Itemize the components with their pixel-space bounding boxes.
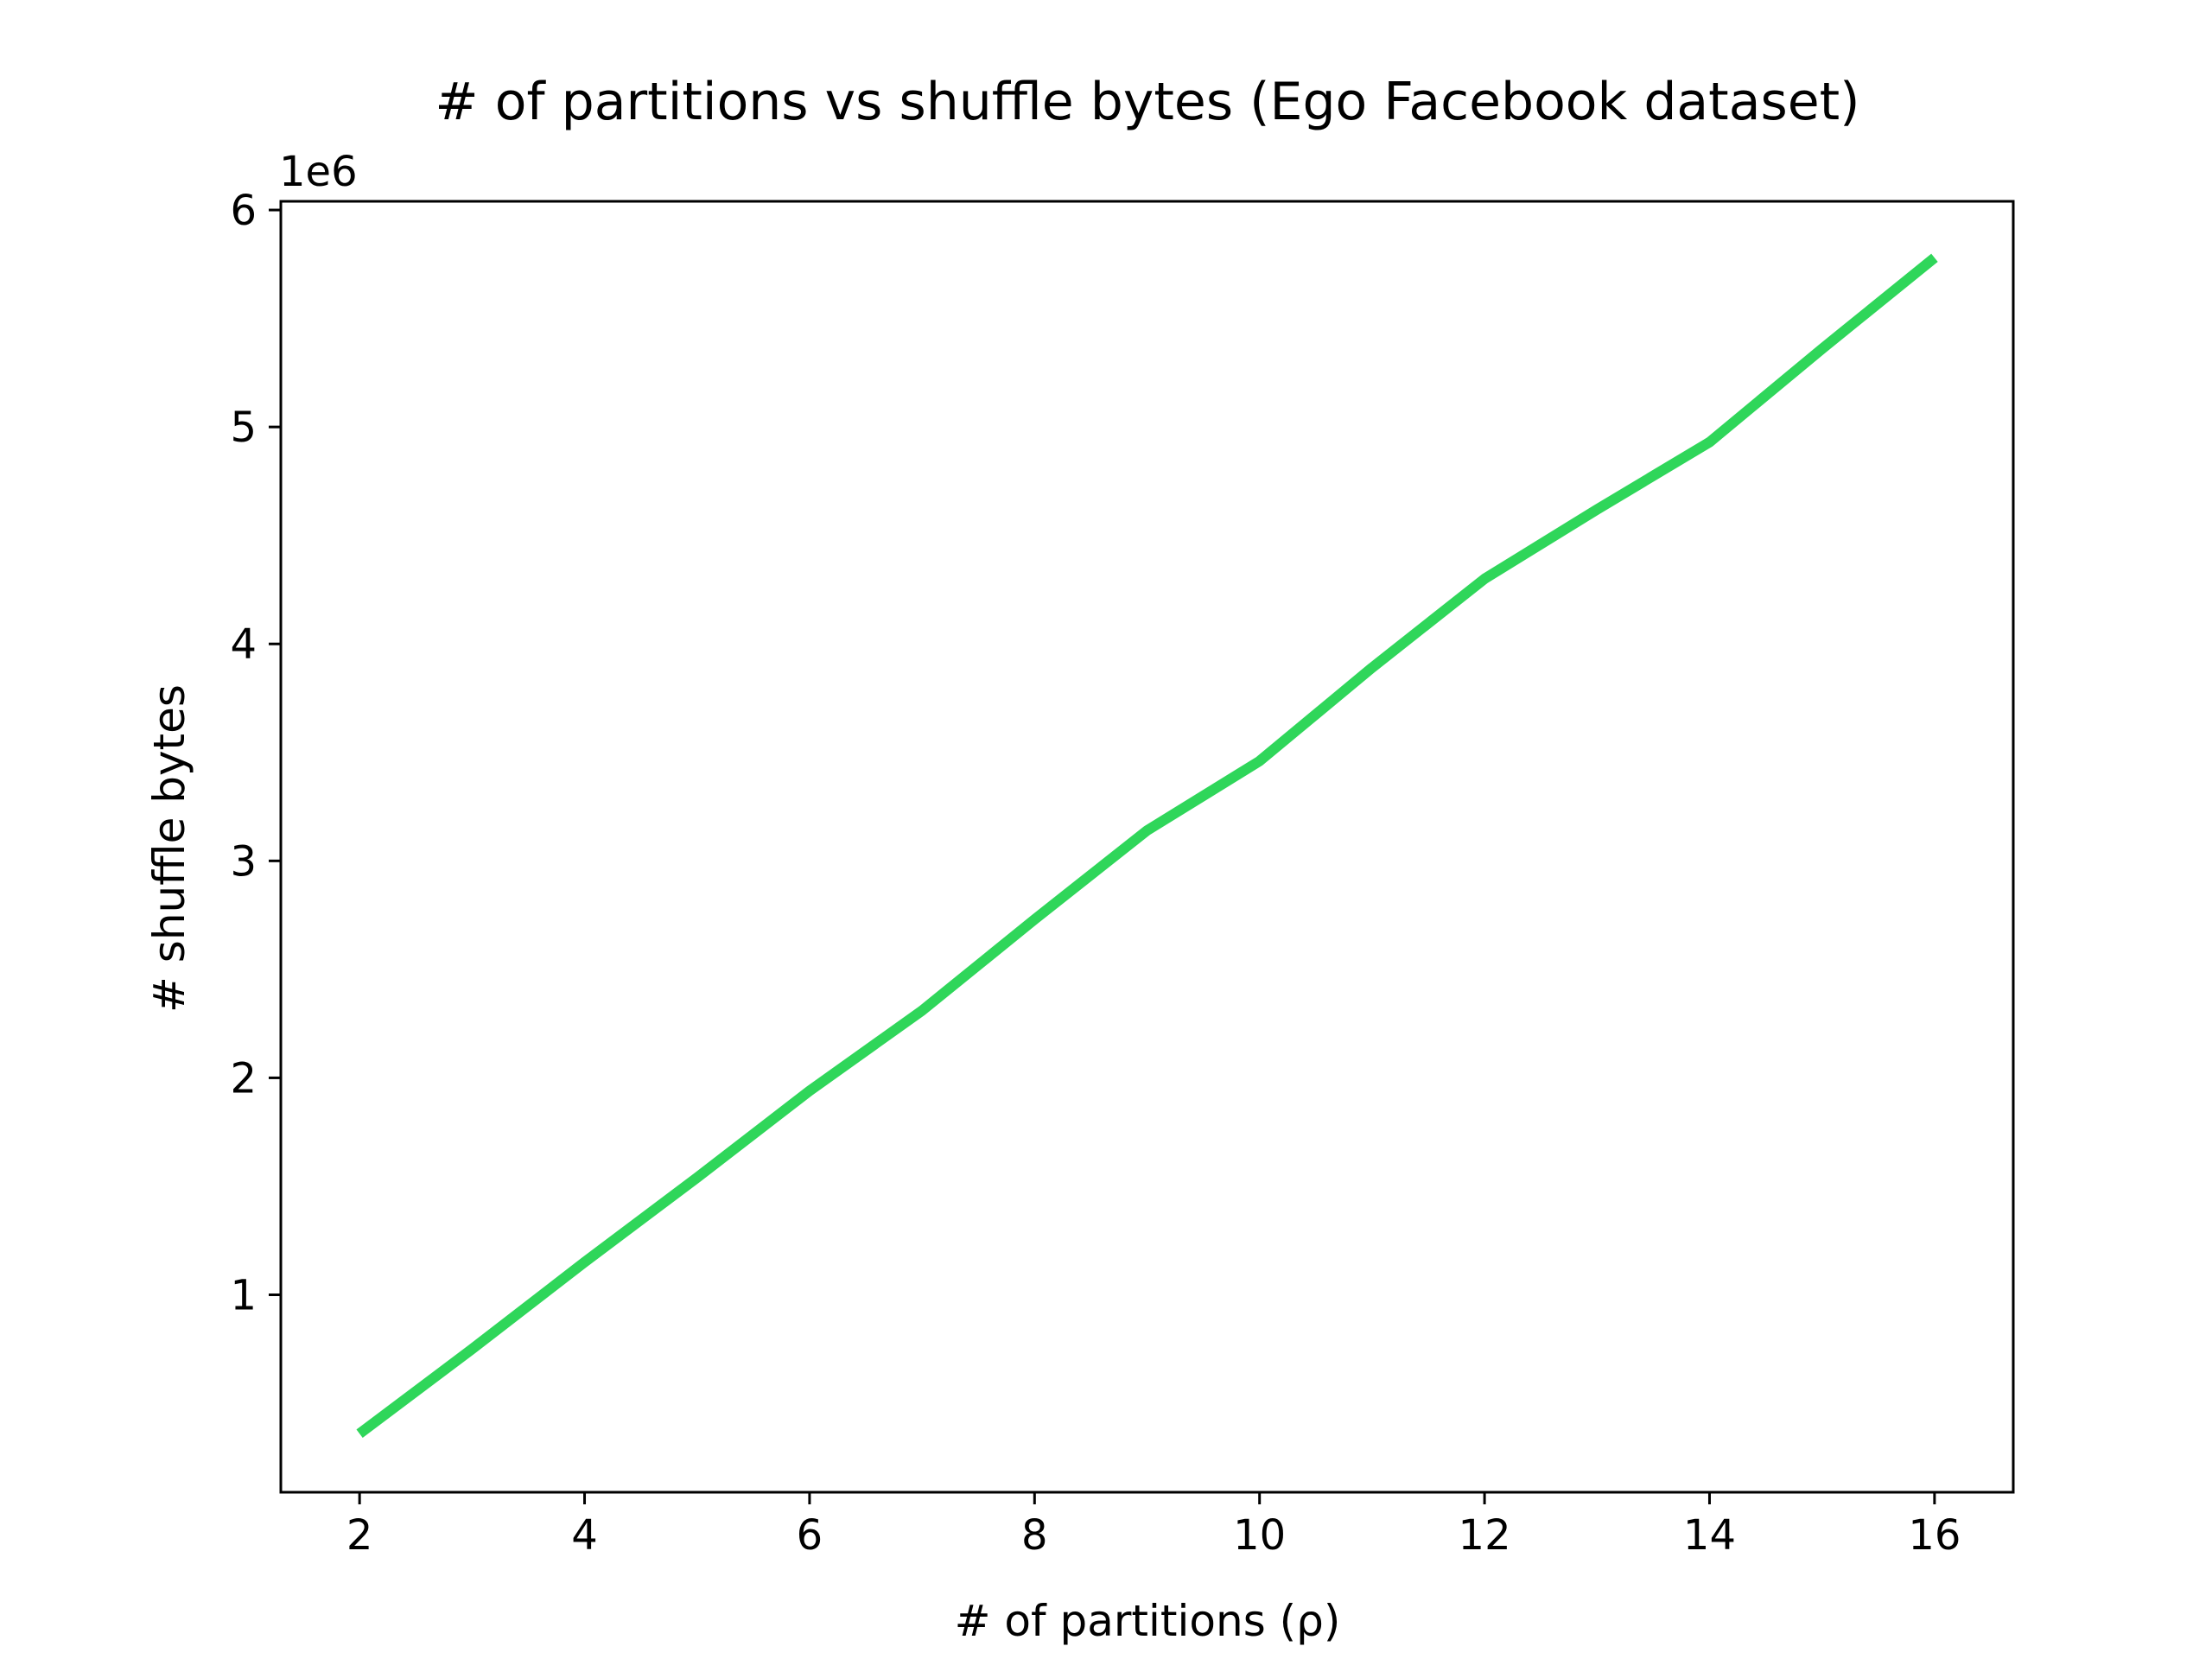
x-tick-label: 14 [1683,1511,1736,1560]
x-axis-label: # of partitions (ρ) [955,1596,1341,1646]
x-axis: 2 4 6 8 10 12 14 16 [346,1492,1961,1560]
data-point [1484,578,1485,579]
y-tick-label: 3 [230,837,257,886]
y-tick-label: 5 [230,404,257,452]
y-tick-label: 2 [230,1054,257,1103]
y-tick-label: 1 [230,1272,257,1320]
plot-area [356,253,1938,1438]
data-point [1034,919,1035,920]
x-tick-label: 16 [1908,1511,1961,1560]
data-point [359,1433,360,1434]
data-point [809,1090,810,1091]
x-tick-label: 6 [797,1511,823,1560]
data-point [1259,760,1260,761]
y-tick-label: 6 [230,187,257,235]
data-point [696,1177,697,1178]
data-point [1934,257,1935,258]
x-tick-label: 10 [1233,1511,1286,1560]
y-axis: 1 2 3 4 5 6 [230,187,281,1320]
data-point [922,1010,923,1011]
data-point [472,1349,473,1350]
data-point [1821,348,1822,349]
x-tick-label: 12 [1459,1511,1511,1560]
series-line [356,253,1938,1438]
data-point [1371,667,1372,668]
x-tick-label: 8 [1021,1511,1048,1560]
y-axis-offset-label: 1e6 [279,148,358,196]
chart-title: # of partitions vs shuffle bytes (Ego Fa… [435,72,1859,132]
plot-frame [279,200,2015,1494]
y-tick-label: 4 [230,620,257,669]
x-tick-label: 2 [346,1511,373,1560]
x-tick-label: 4 [571,1511,598,1560]
data-point [1597,509,1598,510]
y-axis-label: # shuffle bytes [144,684,194,1013]
